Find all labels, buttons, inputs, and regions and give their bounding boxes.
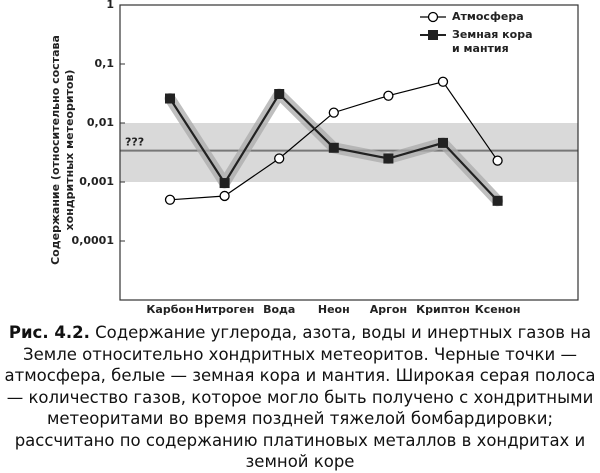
x-tick-label: Ксенон — [475, 303, 521, 316]
y-axis-label: хондритных метеоритов) — [63, 70, 76, 231]
point — [492, 155, 503, 166]
y-axis-label: Содержание (относительно состава — [49, 35, 62, 265]
x-tick-label: Криптон — [416, 303, 470, 316]
y-tick-label: 1 — [106, 0, 114, 11]
point — [274, 89, 285, 100]
chart: ??? 1 0,1 0,01 0,001 0,0001 Содержание (относи… — [49, 0, 579, 316]
y-tick-label: 0,001 — [79, 175, 114, 188]
point — [165, 93, 175, 104]
legend-entry: Атмосфера — [452, 10, 524, 23]
point — [492, 195, 503, 206]
y-tick-label: 0,01 — [87, 116, 114, 129]
x-tick-label: Нитроген — [195, 303, 255, 316]
x-tick-label: Неон — [318, 303, 350, 316]
caption-label: Рис. 4.2. — [8, 323, 90, 342]
caption: Рис. 4.2. Содержание углерода, азота, во… — [0, 322, 600, 473]
point — [274, 153, 285, 164]
point — [219, 190, 230, 202]
legend-marker — [428, 30, 438, 40]
point — [438, 137, 448, 148]
point — [219, 178, 230, 189]
x-tick-label: Вода — [263, 303, 295, 316]
point — [437, 76, 449, 87]
point — [164, 194, 176, 205]
band-label: ??? — [125, 136, 144, 149]
legend-label: Атмосфера — [452, 10, 524, 23]
plot-frame — [119, 4, 579, 301]
point — [383, 153, 394, 164]
y-tick-label: 0,1 — [95, 57, 115, 70]
point — [328, 107, 339, 118]
x-tick-label: Аргон — [370, 303, 407, 316]
legend-entry: Земная кора и мантия — [452, 28, 533, 55]
legend-marker — [427, 11, 439, 23]
caption-text: Содержание углерода, азота, воды и инерт… — [4, 323, 596, 471]
point — [328, 142, 339, 153]
legend-label: Земная кора и мантия — [452, 28, 533, 55]
y-tick-label: 0,0001 — [72, 234, 114, 247]
x-tick-label: Карбон — [146, 303, 193, 316]
point — [383, 90, 394, 101]
